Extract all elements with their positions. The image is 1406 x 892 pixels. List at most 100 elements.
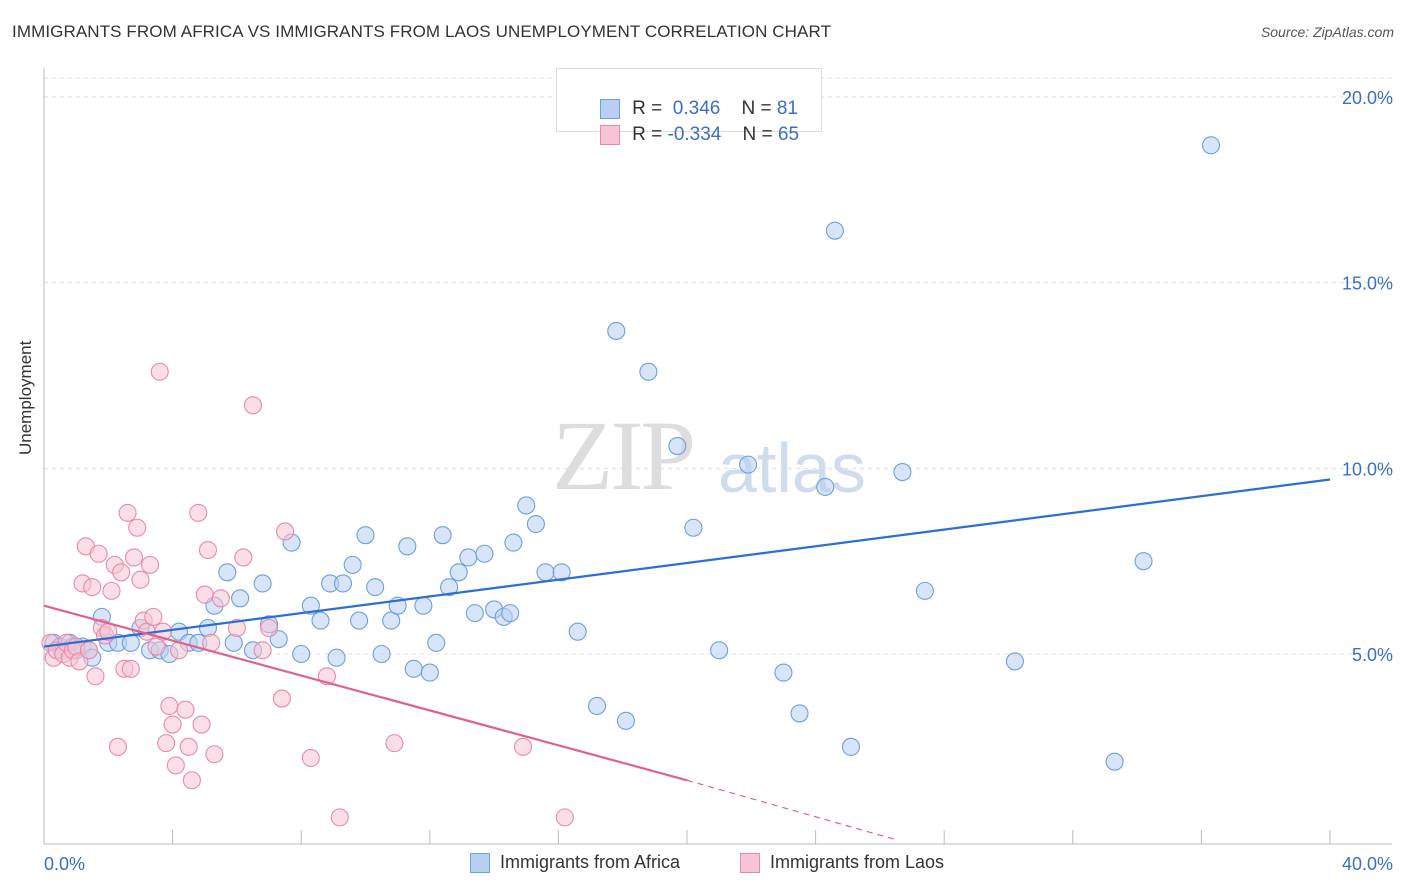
laos-swatch <box>600 124 621 145</box>
laos-point <box>182 771 201 790</box>
laos-point <box>234 548 253 567</box>
africa-point <box>739 455 758 474</box>
laos-point <box>141 555 160 574</box>
africa-point <box>1201 136 1221 155</box>
africa-point <box>710 641 729 660</box>
laos-point <box>179 737 198 756</box>
africa-point <box>684 518 703 537</box>
africa-point <box>587 696 607 716</box>
laos-point <box>128 518 147 537</box>
laos-r-value: -0.334 <box>667 124 722 145</box>
africa-n-label: N = <box>741 98 777 119</box>
africa-point <box>420 663 439 682</box>
africa-point <box>231 589 250 608</box>
africa-point <box>816 477 835 496</box>
legend-row-africa: R = 0.346 N = 81 <box>579 76 798 119</box>
x-tick-label: 0.0% <box>44 854 85 874</box>
africa-point <box>350 611 369 630</box>
africa-point <box>1005 652 1024 671</box>
africa-point <box>616 711 635 730</box>
africa-point <box>465 604 484 623</box>
africa-point <box>366 578 385 597</box>
africa-point <box>218 563 237 582</box>
africa-point <box>333 574 353 593</box>
africa-point <box>1105 752 1124 771</box>
africa-point <box>356 526 375 545</box>
africa-point <box>536 563 555 582</box>
laos-point <box>108 737 127 756</box>
laos-point <box>243 396 263 415</box>
africa-r-value: 0.346 <box>667 98 721 119</box>
laos-trend-extension <box>686 779 897 841</box>
africa-point <box>343 555 362 574</box>
laos-point <box>118 503 137 522</box>
laos-point <box>513 737 533 756</box>
africa-legend-label: Immigrants from Africa <box>500 852 681 872</box>
laos-point <box>163 715 182 734</box>
laos-r-label: R = <box>632 124 668 145</box>
africa-point <box>841 737 861 756</box>
africa-point <box>398 537 417 556</box>
africa-point <box>440 578 459 597</box>
laos-point <box>253 641 272 660</box>
laos-point <box>330 808 349 827</box>
laos-point <box>144 607 163 626</box>
africa-point <box>253 574 272 593</box>
laos-point <box>150 362 169 381</box>
laos-point <box>166 756 185 775</box>
laos-point <box>121 659 140 678</box>
africa-point <box>224 633 243 652</box>
laos-n-value: 65 <box>777 124 800 145</box>
laos-point <box>385 734 404 753</box>
y-tick-label: 10.0% <box>1342 459 1393 479</box>
laos-legend-label: Immigrants from Laos <box>770 852 945 872</box>
laos-point <box>176 700 195 719</box>
africa-point <box>449 563 468 582</box>
stats-legend: R = 0.346 N = 81 R = -0.334 N = 65 <box>556 68 822 145</box>
laos-point <box>189 503 208 522</box>
laos-n-label: N = <box>742 124 778 145</box>
africa-point <box>552 563 571 582</box>
africa-point <box>292 644 311 664</box>
africa-r-label: R = <box>632 98 668 119</box>
africa-point <box>404 659 423 678</box>
laos-point <box>192 715 211 734</box>
laos-point <box>276 522 295 541</box>
africa-point <box>427 633 446 652</box>
africa-swatch <box>600 98 621 119</box>
africa-point <box>311 611 330 630</box>
laos-point <box>205 745 224 764</box>
laos-point <box>211 589 230 608</box>
africa-n-value: 81 <box>776 98 798 119</box>
africa-point <box>893 462 912 482</box>
africa-point <box>1134 552 1153 571</box>
laos-point <box>89 544 108 563</box>
laos-point <box>195 585 214 604</box>
y-axis-label: Unemployment <box>16 340 35 455</box>
laos-point <box>157 734 176 753</box>
africa-point <box>915 581 934 600</box>
y-tick-label: 20.0% <box>1342 88 1393 108</box>
laos-point <box>131 570 150 589</box>
laos-point <box>83 578 102 597</box>
laos-point <box>227 618 246 638</box>
africa-point <box>639 362 658 381</box>
africa-point <box>301 596 320 615</box>
africa-legend-swatch <box>470 853 490 874</box>
laos-point <box>301 748 320 768</box>
africa-point <box>198 618 218 638</box>
laos-point <box>86 667 105 686</box>
bottom-legend-africa: Immigrants from Africa <box>470 852 681 874</box>
africa-point <box>504 533 523 552</box>
africa-point <box>825 221 844 240</box>
laos-legend-swatch <box>740 853 760 874</box>
watermark-zip: ZIP <box>552 400 696 511</box>
laos-point <box>259 618 279 638</box>
legend-row-laos: R = -0.334 N = 65 <box>579 102 799 145</box>
africa-point <box>790 704 809 723</box>
africa-point <box>526 514 545 534</box>
laos-point <box>555 808 574 827</box>
africa-point <box>414 596 433 615</box>
africa-point <box>668 437 687 456</box>
